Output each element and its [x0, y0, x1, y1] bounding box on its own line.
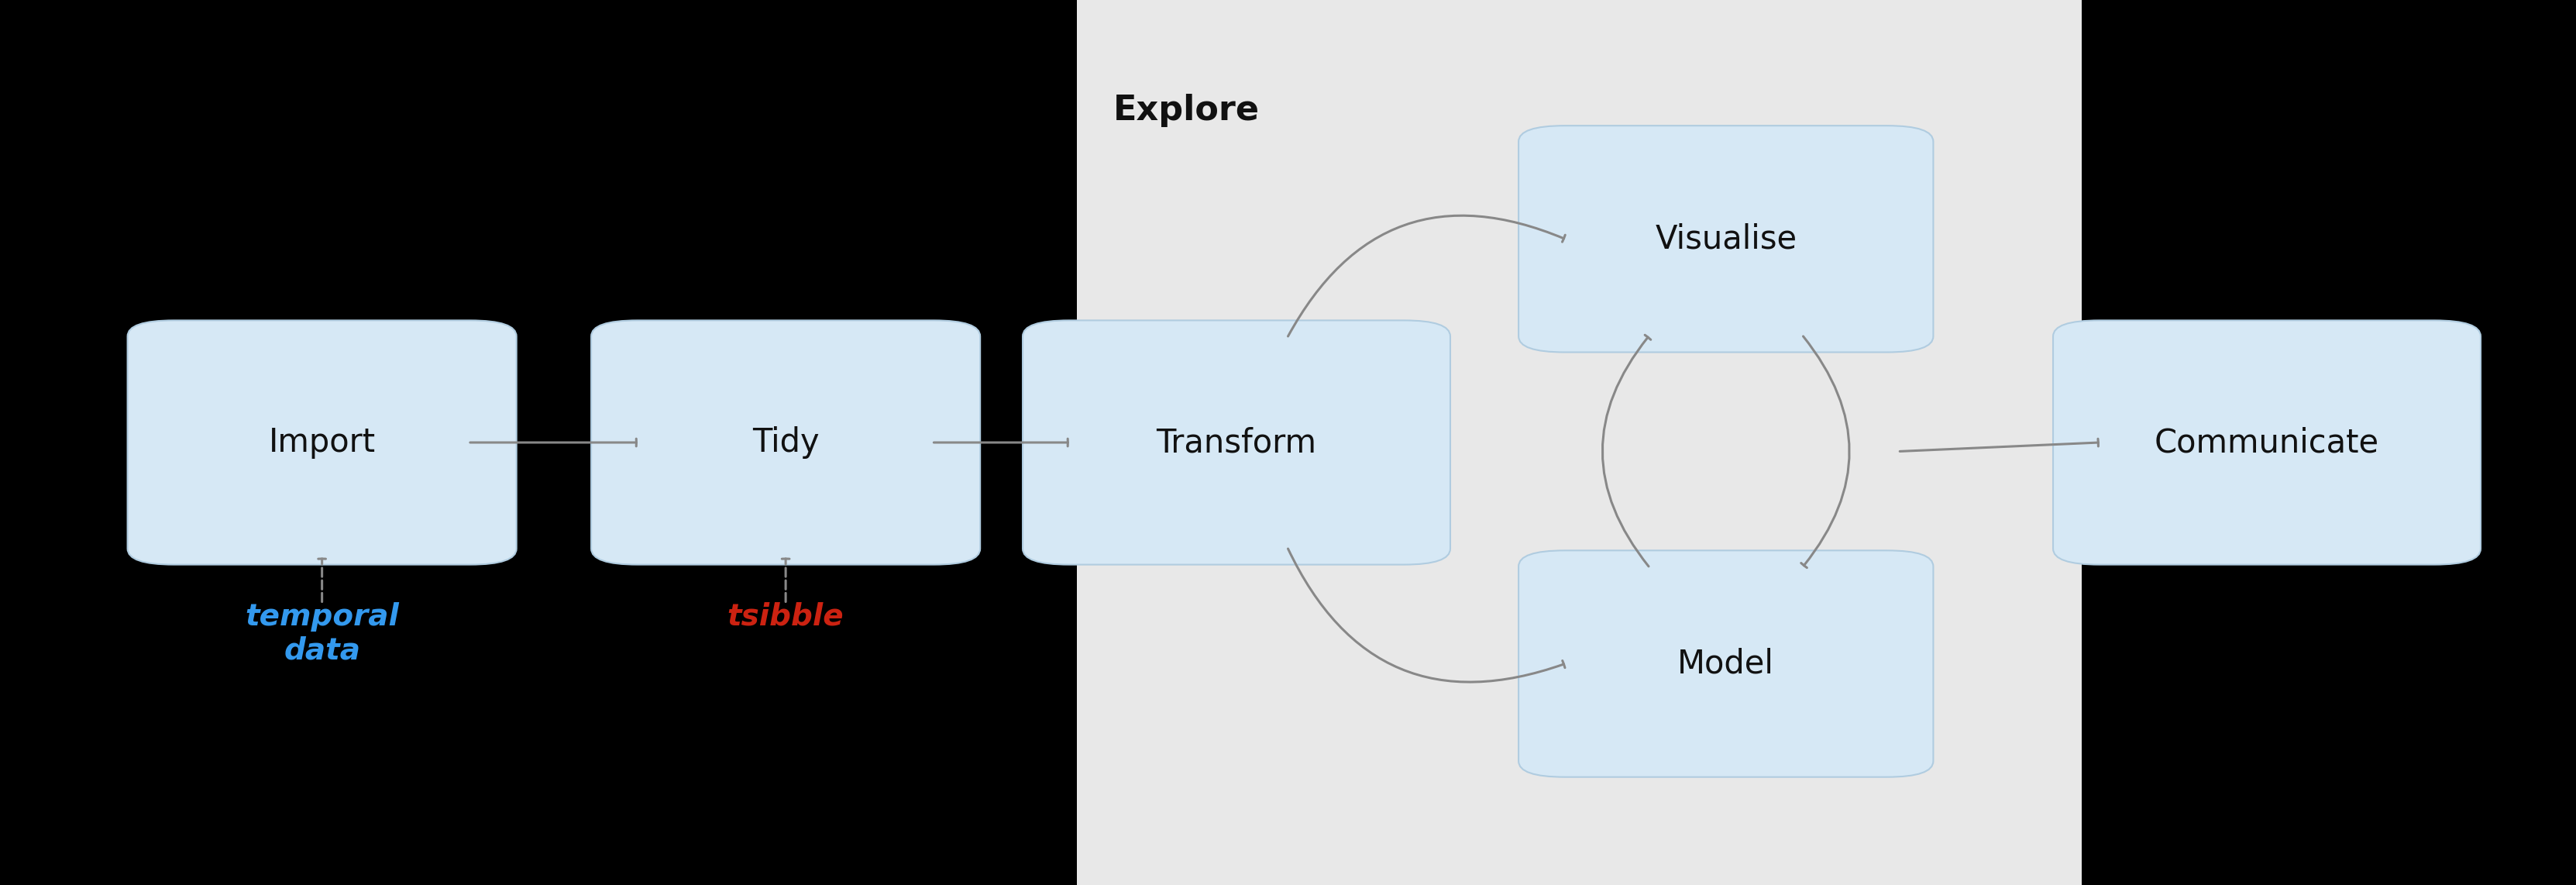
Text: Model: Model	[1677, 648, 1775, 680]
Text: Visualise: Visualise	[1654, 223, 1798, 255]
Text: Transform: Transform	[1157, 427, 1316, 458]
Text: Import: Import	[268, 427, 376, 458]
Text: tsibble: tsibble	[726, 602, 845, 631]
FancyBboxPatch shape	[1520, 550, 1932, 777]
FancyBboxPatch shape	[2053, 320, 2481, 565]
Bar	[2081, 0, 2576, 885]
Text: Tidy: Tidy	[752, 427, 819, 458]
Text: temporal
data: temporal data	[245, 602, 399, 666]
FancyBboxPatch shape	[1520, 126, 1932, 352]
Text: Explore: Explore	[1113, 94, 1260, 127]
FancyBboxPatch shape	[129, 320, 515, 565]
FancyBboxPatch shape	[1023, 320, 1450, 565]
Bar	[1077, 0, 2081, 885]
Text: Communicate: Communicate	[2154, 427, 2380, 458]
FancyBboxPatch shape	[590, 320, 979, 565]
